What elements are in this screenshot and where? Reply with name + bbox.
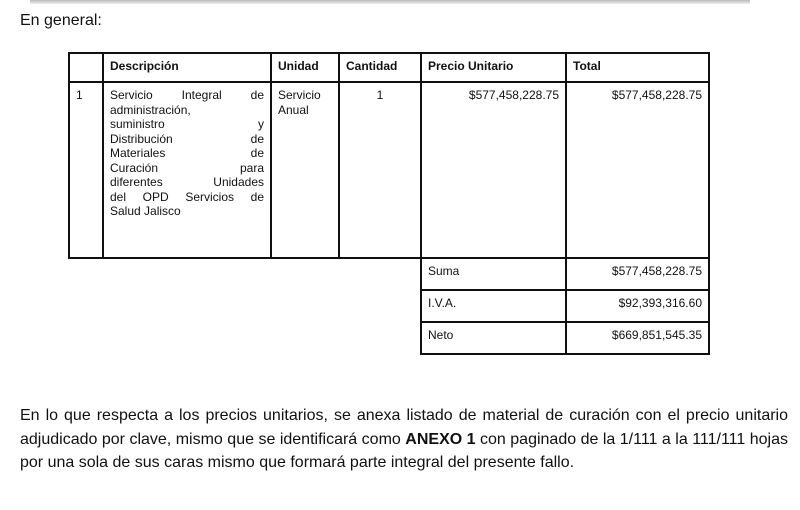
- blank-cell: [69, 322, 421, 354]
- table-header-row: Descripción Unidad Cantidad Precio Unita…: [68, 52, 710, 83]
- row-number: 1: [68, 81, 104, 259]
- unit-line: Servicio: [278, 88, 321, 102]
- header-cell: Descripción: [102, 52, 272, 83]
- unit-line: Anual: [278, 102, 309, 117]
- summary-row-suma: Suma $577,458,228.75: [69, 257, 710, 291]
- unit-cell: Servicio Anual: [270, 81, 340, 259]
- description-cell: Servicio Integral de administración, sum…: [102, 81, 272, 259]
- cut-off-text-line: [30, 0, 750, 4]
- annex-reference: ANEXO 1: [405, 430, 476, 448]
- summary-value: $577,458,228.75: [565, 257, 710, 291]
- header-cell: Total: [565, 52, 710, 83]
- blank-cell: [69, 290, 421, 322]
- table-row: 1 Servicio Integral de administración, s…: [68, 81, 710, 259]
- header-cell: Precio Unitario: [420, 52, 567, 83]
- summary-row-neto: Neto $669,851,545.35: [69, 321, 710, 355]
- summary-label: Neto: [420, 321, 567, 355]
- quantity-cell: 1: [338, 81, 422, 259]
- description-line: suministro y: [110, 117, 264, 131]
- description-line: Servicio Integral de: [110, 88, 264, 102]
- header-cell: Unidad: [270, 52, 340, 83]
- summary-value: $669,851,545.35: [565, 321, 710, 355]
- summary-row-iva: I.V.A. $92,393,316.60: [69, 289, 710, 323]
- section-heading: En general:: [20, 12, 102, 29]
- summary-label: Suma: [420, 257, 567, 291]
- summary-value: $92,393,316.60: [565, 289, 710, 323]
- header-cell: [68, 52, 104, 83]
- unit-price-cell: $577,458,228.75: [420, 81, 567, 259]
- description-line: diferentes Unidades: [110, 175, 264, 189]
- description-line: Salud Jalisco: [110, 204, 181, 218]
- description-line: del OPD Servicios de: [110, 189, 264, 204]
- description-line: Distribución de: [110, 131, 264, 146]
- description-line: Materiales de: [110, 146, 264, 160]
- body-paragraph: En lo que respecta a los precios unitari…: [20, 404, 788, 475]
- total-cell: $577,458,228.75: [565, 81, 710, 259]
- paragraph-text: En lo que respecta a los precios unitari…: [20, 407, 788, 448]
- description-line: Curación para: [110, 160, 264, 175]
- blank-cell: [69, 257, 421, 290]
- summary-label: I.V.A.: [420, 289, 567, 323]
- paragraph-text: con paginado de la 1/111 a la 111/111 ho…: [20, 430, 788, 472]
- description-line: administración,: [110, 102, 191, 117]
- price-table: Descripción Unidad Cantidad Precio Unita…: [68, 52, 710, 355]
- header-cell: Cantidad: [338, 52, 422, 83]
